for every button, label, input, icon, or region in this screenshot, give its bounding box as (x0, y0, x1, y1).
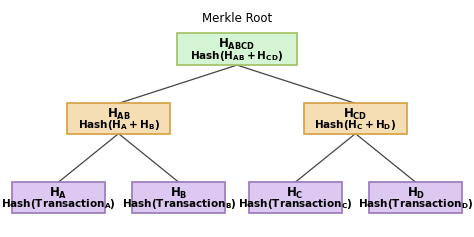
Text: $\mathbf{H_{AB}}$: $\mathbf{H_{AB}}$ (107, 107, 130, 122)
Text: $\mathbf{H_B}$: $\mathbf{H_B}$ (170, 186, 188, 201)
FancyBboxPatch shape (248, 182, 341, 213)
FancyBboxPatch shape (304, 103, 407, 134)
Text: $\mathbf{H_{ABCD}}$: $\mathbf{H_{ABCD}}$ (219, 37, 255, 52)
Text: $\mathbf{H_A}$: $\mathbf{H_A}$ (49, 186, 67, 201)
Text: $\mathbf{Hash(H_C+H_D)}$: $\mathbf{Hash(H_C+H_D)}$ (314, 118, 397, 132)
Text: $\mathbf{H_C}$: $\mathbf{H_C}$ (286, 186, 304, 201)
Text: $\mathbf{H_D}$: $\mathbf{H_D}$ (407, 186, 425, 201)
Text: $\mathbf{Hash(Transaction_C)}$: $\mathbf{Hash(Transaction_C)}$ (238, 197, 352, 211)
FancyBboxPatch shape (132, 182, 226, 213)
FancyBboxPatch shape (369, 182, 462, 213)
Text: $\mathbf{Hash(H_{AB}+H_{CD})}$: $\mathbf{Hash(H_{AB}+H_{CD})}$ (191, 49, 283, 63)
Text: $\mathbf{Hash(Transaction_A)}$: $\mathbf{Hash(Transaction_A)}$ (1, 197, 116, 211)
Text: $\mathbf{Hash(Transaction_B)}$: $\mathbf{Hash(Transaction_B)}$ (121, 197, 237, 211)
Text: $\mathbf{Hash(Transaction_D)}$: $\mathbf{Hash(Transaction_D)}$ (358, 197, 474, 211)
Text: $\mathbf{H_{CD}}$: $\mathbf{H_{CD}}$ (343, 107, 368, 122)
FancyBboxPatch shape (177, 32, 297, 65)
Text: Merkle Root: Merkle Root (202, 12, 272, 25)
FancyBboxPatch shape (12, 182, 105, 213)
FancyBboxPatch shape (67, 103, 170, 134)
Text: $\mathbf{Hash(H_A+H_B)}$: $\mathbf{Hash(H_A+H_B)}$ (78, 118, 160, 132)
